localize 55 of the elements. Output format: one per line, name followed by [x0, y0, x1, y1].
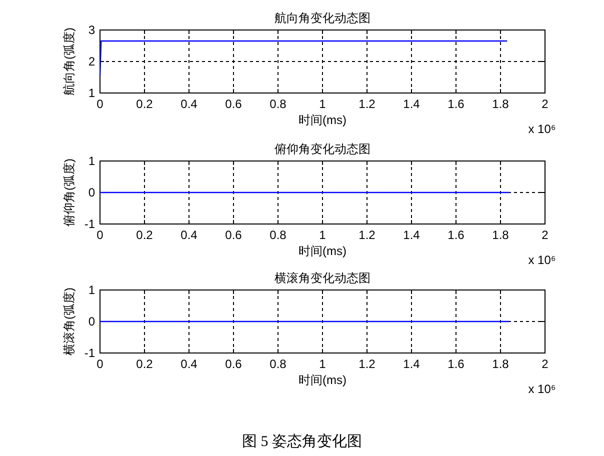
x-tick-label: 2 [542, 228, 549, 242]
chart-title: 航向角变化动态图 [274, 11, 370, 25]
y-tick-label: 1 [88, 154, 96, 168]
x-tick-label: 0.6 [225, 357, 242, 371]
x-tick-label: 1 [319, 357, 326, 371]
x-tick-label: 1.8 [492, 357, 510, 371]
x-tick-label: 1.6 [448, 228, 465, 242]
x-tick-label: 1.4 [403, 228, 420, 242]
x-tick-label: 1 [319, 228, 326, 242]
x-tick-label: 1.2 [358, 357, 376, 371]
x-tick-label: 0.2 [136, 97, 154, 111]
x-tick-label: 1.4 [403, 357, 420, 371]
x-tick-label: 0.4 [180, 228, 198, 242]
x-tick-label: 0.4 [180, 97, 198, 111]
text: x 10⁶ [528, 122, 556, 136]
x-tick-label: 2 [542, 357, 549, 371]
x-tick-label: 0.4 [180, 357, 198, 371]
text: x 10⁶ [528, 253, 556, 267]
chart-title: 横滚角变化动态图 [274, 271, 370, 285]
y-tick-label: 1 [88, 283, 96, 297]
y-tick-label: -1 [84, 217, 96, 231]
x-tick-label: 1.2 [358, 228, 376, 242]
y-axis-title: 航向角(弧度) [62, 28, 76, 96]
chart-title: 俯仰角变化动态图 [274, 142, 370, 156]
x-tick-label: 0.2 [136, 357, 154, 371]
y-tick-label: 0 [88, 314, 96, 328]
x-tick-label: 0.8 [270, 228, 287, 242]
x-tick-label: 0 [96, 97, 104, 111]
x-tick-label: 1.6 [448, 97, 465, 111]
x-tick-label: 0.8 [270, 97, 287, 111]
x-axis-title: 时间(ms) [298, 244, 346, 258]
x-tick-label: 1.4 [403, 97, 420, 111]
x-tick-label: 1.8 [492, 228, 510, 242]
x-tick-label: 1.2 [358, 97, 376, 111]
y-tick-label: 3 [88, 23, 96, 37]
x-tick-label: 1.6 [448, 357, 465, 371]
y-tick-label: 0 [88, 186, 96, 200]
x-tick-label: 0.6 [225, 97, 242, 111]
y-tick-label: 2 [88, 54, 96, 68]
y-axis-title: 横滚角(弧度) [62, 288, 76, 356]
y-tick-label: 1 [88, 86, 96, 100]
x-axis-title: 时间(ms) [298, 373, 346, 387]
x-tick-label: 0.6 [225, 228, 242, 242]
caption: 图 5 姿态角变化图 [242, 433, 362, 450]
x-tick-label: 2 [542, 97, 549, 111]
x-tick-label: 1.8 [492, 97, 510, 111]
x-tick-label: 0 [96, 357, 104, 371]
y-tick-label: -1 [84, 346, 96, 360]
x-tick-label: 0 [96, 228, 104, 242]
x-tick-label: 1 [319, 97, 326, 111]
x-axis-title: 时间(ms) [298, 113, 346, 127]
x-tick-label: 0.8 [270, 357, 287, 371]
x-tick-label: 0.2 [136, 228, 154, 242]
y-axis-title: 俯仰角(弧度) [62, 158, 76, 226]
text: x 10⁶ [528, 382, 556, 396]
